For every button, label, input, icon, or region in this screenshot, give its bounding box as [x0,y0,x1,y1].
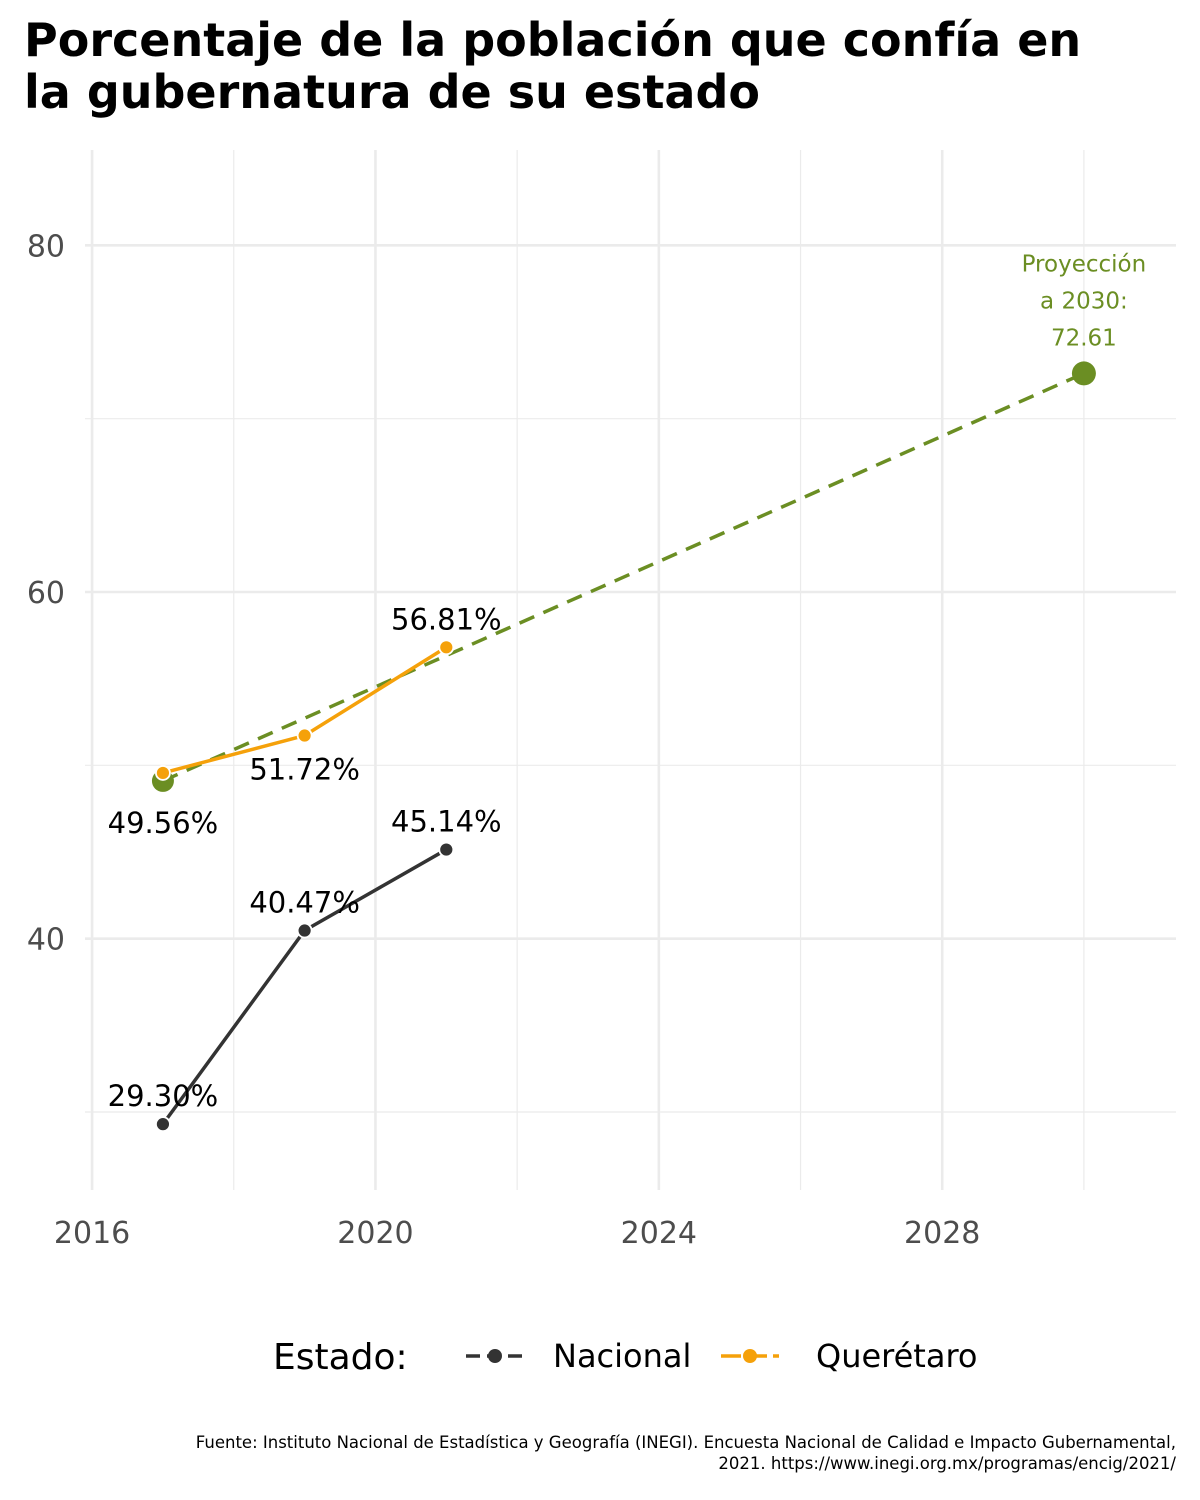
data-point [155,765,171,781]
axis-tick-labels: 2016 2020 2024 2028 40 60 80 [27,229,981,1251]
data-label: 45.14% [391,805,502,839]
source-caption-line-2: 2021. https://www.inegi.org.mx/programas… [718,1454,1176,1473]
projection-annotation-line: 72.61 [1051,325,1117,351]
projection-annotation-line: a 2030: [1040,288,1128,314]
legend-entry-queretaro: Querétaro [721,1337,977,1375]
data-label: 29.30% [108,1079,219,1113]
legend-title: Estado: [273,1337,408,1378]
data-point [438,639,455,656]
data-series [151,361,1096,1133]
data-label: 56.81% [391,602,502,636]
data-label: 40.47% [249,886,360,920]
y-tick-label: 40 [27,923,65,958]
source-caption: Fuente: Instituto Nacional de Estadístic… [26,1432,1176,1474]
x-tick-label: 2020 [337,1216,413,1251]
source-caption-line-1: Fuente: Instituto Nacional de Estadístic… [195,1433,1176,1452]
chart-title-line-2: la gubernatura de su estado [24,65,760,119]
data-label: 51.72% [249,753,360,787]
legend-label: Querétaro [816,1337,977,1375]
projection-end-point [1071,361,1096,386]
projection-annotation-line: Proyección [1022,251,1147,277]
chart-title-line-1: Porcentaje de la población que confía en [24,13,1082,67]
legend-entry-nacional: Nacional [466,1337,691,1375]
data-point [155,1116,171,1133]
y-tick-label: 80 [27,229,65,264]
gridlines [85,150,1176,1190]
x-tick-label: 2028 [904,1216,980,1251]
data-labels: Proyección a 2030: 72.61 29.30% 40.47% 45.14%… [108,251,1147,1113]
data-point [438,841,455,858]
legend-swatch-point [488,1349,502,1363]
projection-line [162,371,1085,783]
legend-label: Nacional [553,1337,691,1375]
y-tick-label: 60 [27,576,65,611]
x-tick-label: 2024 [621,1216,697,1251]
x-tick-label: 2016 [54,1216,130,1251]
data-label: 49.56% [108,806,219,840]
data-point [296,727,313,744]
data-point [296,922,313,939]
legend: Estado: Nacional Querétaro [273,1337,977,1378]
legend-swatch-point [743,1349,757,1363]
chart-title: Porcentaje de la población que confía en… [24,14,1174,118]
